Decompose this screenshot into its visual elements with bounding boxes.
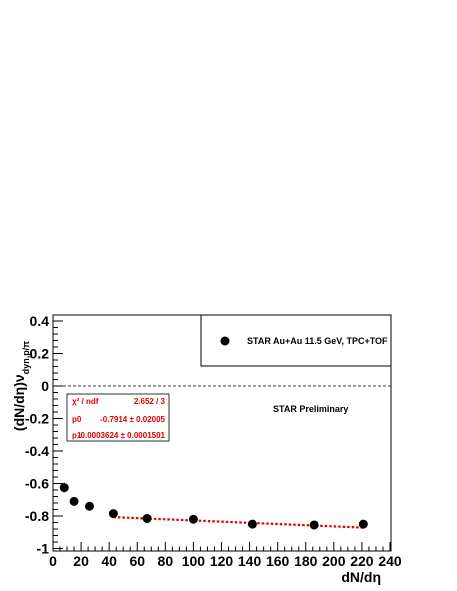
stats-box-frame [66,393,170,442]
x-tick-label: 240 [378,553,402,569]
stats-p0-value: -0.7914 ± 0.02005 [100,415,165,424]
y-tick-label: 0.4 [30,313,50,329]
y-tick-label: -1 [37,541,50,557]
data-point [69,496,79,506]
x-tick-label: 60 [129,553,145,569]
stats-chi2-value: 2.652 / 3 [134,397,166,406]
stats-p0-label: p0 [72,415,82,424]
data-point [108,509,118,519]
x-tick-label: 160 [266,553,290,569]
x-tick-label: 220 [350,553,374,569]
data-point [188,514,198,524]
x-tick-label: 100 [182,553,206,569]
y-tick-label: 0 [41,378,49,394]
data-point [142,513,152,523]
y-axis-ticks: 0.4 0.2 0 -0.2 -0.4 -0.6 -0.8 -1 [25,313,63,557]
legend-label: STAR Au+Au 11.5 GeV, TPC+TOF [247,336,388,346]
fit-line [113,516,364,529]
x-tick-label: 20 [73,553,89,569]
legend: STAR Au+Au 11.5 GeV, TPC+TOF [200,314,392,367]
legend-marker [220,336,230,346]
stats-p1-value: -0.0003624 ± 0.0001501 [78,431,166,440]
y-tick-label: -0.8 [25,508,49,524]
data-point [85,501,95,511]
x-tick-label: 80 [158,553,174,569]
fit-stats-box: χ² / ndf 2.652 / 3 p0 -0.7914 ± 0.02005 … [66,393,170,442]
y-tick-label: 0.2 [30,346,50,362]
legend-box [200,314,392,367]
data-point [358,519,368,529]
svg-text:(dN/dη)νdyn,p/π: (dN/dη)νdyn,p/π [11,341,31,431]
y-tick-label: -0.4 [25,443,49,459]
x-tick-label: 0 [49,553,57,569]
star-preliminary-label: STAR Preliminary [273,404,348,414]
stats-chi2-label: χ² / ndf [72,397,99,406]
x-tick-label: 200 [322,553,346,569]
y-axis-title-main: (dN/dη)ν [11,374,27,431]
y-axis-title: (dN/dη)νdyn,p/π [11,341,31,431]
x-tick-label: 180 [294,553,318,569]
data-point [309,520,319,530]
stats-p1-label: p1 [72,431,82,440]
y-axis-title-sub: dyn,p/π [21,341,31,374]
x-axis-ticks: 0 20 40 60 80 100 120 140 160 180 200 220 240 [49,542,402,569]
y-tick-label: -0.6 [25,476,49,492]
x-tick-label: 40 [101,553,117,569]
y-tick-label: -0.2 [25,411,49,427]
data-points [59,482,368,530]
x-axis-title: dN/dη [341,569,381,585]
data-point [247,519,257,529]
x-tick-label: 120 [210,553,234,569]
data-point [59,483,69,493]
x-tick-label: 140 [238,553,262,569]
